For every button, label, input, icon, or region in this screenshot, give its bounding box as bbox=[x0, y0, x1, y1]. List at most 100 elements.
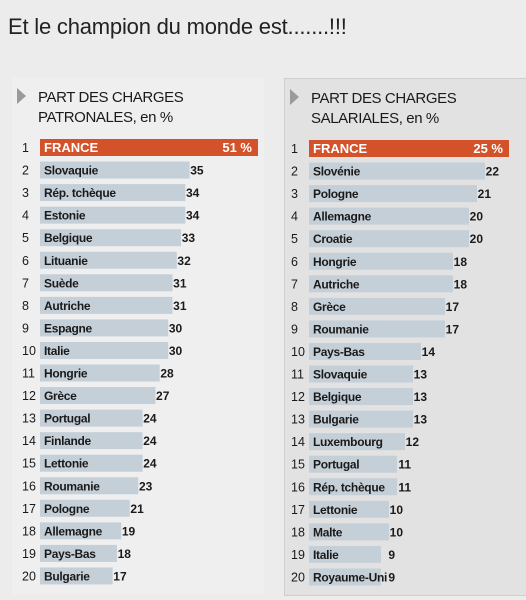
bar-employee-4 bbox=[309, 207, 469, 225]
bar-employer-11 bbox=[40, 364, 160, 382]
country-label: Malte bbox=[313, 525, 343, 539]
triangle-marker-icon bbox=[290, 89, 299, 105]
value-label: 35 bbox=[190, 164, 204, 178]
country-label: Rép. tchèque bbox=[44, 186, 116, 200]
country-label: Belgique bbox=[44, 231, 93, 245]
country-label: Grèce bbox=[44, 389, 77, 403]
rank-label: 20 bbox=[22, 569, 36, 583]
value-label: 10 bbox=[390, 525, 404, 539]
country-label: Hongrie bbox=[44, 367, 88, 381]
bar-employer-20 bbox=[40, 567, 113, 585]
bar-employee-13 bbox=[309, 410, 413, 428]
rank-label: 6 bbox=[291, 255, 298, 269]
employee-title-line1: PART DES CHARGES bbox=[311, 90, 457, 107]
rank-label: 15 bbox=[22, 457, 36, 471]
bar-employer-7 bbox=[40, 274, 173, 292]
bar-employee-15 bbox=[309, 455, 397, 473]
country-label: Italie bbox=[44, 344, 70, 358]
bar-employer-5 bbox=[40, 229, 182, 247]
country-label: Slovénie bbox=[313, 165, 361, 179]
rank-label: 9 bbox=[22, 321, 29, 335]
bar-employer-15 bbox=[40, 454, 143, 472]
bar-employee-19 bbox=[309, 545, 381, 563]
country-label: Finlande bbox=[44, 434, 92, 448]
value-label: 32 bbox=[177, 254, 191, 268]
rank-label: 19 bbox=[22, 547, 36, 561]
country-label: Slovaquie bbox=[313, 368, 368, 382]
bar-employee-1 bbox=[309, 140, 509, 157]
rank-label: 10 bbox=[291, 345, 305, 359]
country-label: Italie bbox=[313, 548, 339, 562]
employer-charges-chart: 1 FRANCE 51 % 2 Slovaquie 35 3 Rép. tchèque 34 4 E… bbox=[22, 139, 258, 585]
country-label: Croatie bbox=[313, 232, 353, 246]
country-label: Belgique bbox=[313, 390, 362, 404]
bar-employer-18 bbox=[40, 522, 122, 540]
bar-employer-1 bbox=[40, 139, 258, 156]
country-label: Espagne bbox=[44, 321, 93, 335]
country-label: Autriche bbox=[313, 277, 360, 291]
country-label: FRANCE bbox=[44, 140, 98, 155]
rank-label: 4 bbox=[22, 209, 29, 223]
bar-employer-16 bbox=[40, 477, 139, 495]
rank-label: 18 bbox=[22, 524, 36, 538]
rank-label: 11 bbox=[291, 368, 304, 382]
employee-title-line2: SALARIALES, en % bbox=[311, 110, 439, 127]
bar-employee-2 bbox=[309, 162, 485, 180]
rank-label: 13 bbox=[291, 413, 305, 427]
rank-label: 16 bbox=[291, 480, 305, 494]
country-label: Lettonie bbox=[44, 457, 89, 471]
rank-label: 9 bbox=[291, 322, 298, 336]
value-label: 21 bbox=[478, 187, 492, 201]
employer-title-line1: PART DES CHARGES bbox=[38, 89, 184, 106]
bar-employee-8 bbox=[309, 297, 445, 315]
rank-label: 3 bbox=[291, 187, 298, 201]
value-label: 9 bbox=[388, 570, 395, 584]
bar-employee-14 bbox=[309, 433, 405, 451]
bar-employee-20 bbox=[309, 568, 381, 586]
rank-label: 17 bbox=[291, 503, 305, 517]
value-label: 20 bbox=[470, 232, 484, 246]
rank-label: 5 bbox=[291, 232, 298, 246]
value-label: 17 bbox=[113, 569, 127, 583]
country-label: Pays-Bas bbox=[313, 345, 365, 359]
country-label: Luxembourg bbox=[313, 435, 383, 449]
country-label: Suède bbox=[44, 276, 79, 290]
country-label: Grèce bbox=[313, 300, 346, 314]
value-label: 20 bbox=[470, 210, 484, 224]
value-label: 11 bbox=[398, 458, 411, 472]
bar-employee-9 bbox=[309, 320, 445, 338]
rank-label: 18 bbox=[291, 525, 305, 539]
value-label: 24 bbox=[143, 412, 157, 426]
country-label: Allemagne bbox=[44, 524, 103, 538]
rank-label: 7 bbox=[291, 277, 298, 291]
rank-label: 19 bbox=[291, 548, 305, 562]
value-label: 13 bbox=[414, 413, 428, 427]
value-label: 21 bbox=[130, 502, 144, 516]
rank-label: 20 bbox=[291, 570, 305, 584]
rank-label: 11 bbox=[22, 367, 35, 381]
value-label: 24 bbox=[143, 457, 157, 471]
bar-employer-14 bbox=[40, 432, 143, 450]
value-label: 31 bbox=[173, 299, 187, 313]
country-label: Pays-Bas bbox=[44, 547, 96, 561]
rank-label: 14 bbox=[22, 434, 36, 448]
value-label: 14 bbox=[422, 345, 436, 359]
employee-charges-chart: 1 FRANCE 25 % 2 Slovénie 22 3 Pologne 21 4 Allemag… bbox=[291, 140, 509, 586]
country-label: Roumanie bbox=[313, 322, 369, 336]
value-label: 22 bbox=[486, 165, 500, 179]
rank-label: 13 bbox=[22, 412, 36, 426]
employee-charges-panel: PART DES CHARGES SALARIALES, en % 1 FRANC… bbox=[284, 78, 526, 596]
bar-employer-9 bbox=[40, 319, 169, 337]
country-label: Royaume-Uni bbox=[313, 570, 387, 584]
value-label: 27 bbox=[156, 389, 170, 403]
bar-employer-4 bbox=[40, 206, 186, 224]
bar-employee-12 bbox=[309, 388, 413, 406]
rank-label: 7 bbox=[22, 276, 29, 290]
rank-label: 4 bbox=[291, 210, 298, 224]
value-label: 17 bbox=[446, 322, 460, 336]
rank-label: 12 bbox=[291, 390, 305, 404]
bar-employer-12 bbox=[40, 387, 156, 405]
country-label: Allemagne bbox=[313, 210, 372, 224]
bar-employer-6 bbox=[40, 251, 177, 269]
country-label: Lettonie bbox=[313, 503, 358, 517]
